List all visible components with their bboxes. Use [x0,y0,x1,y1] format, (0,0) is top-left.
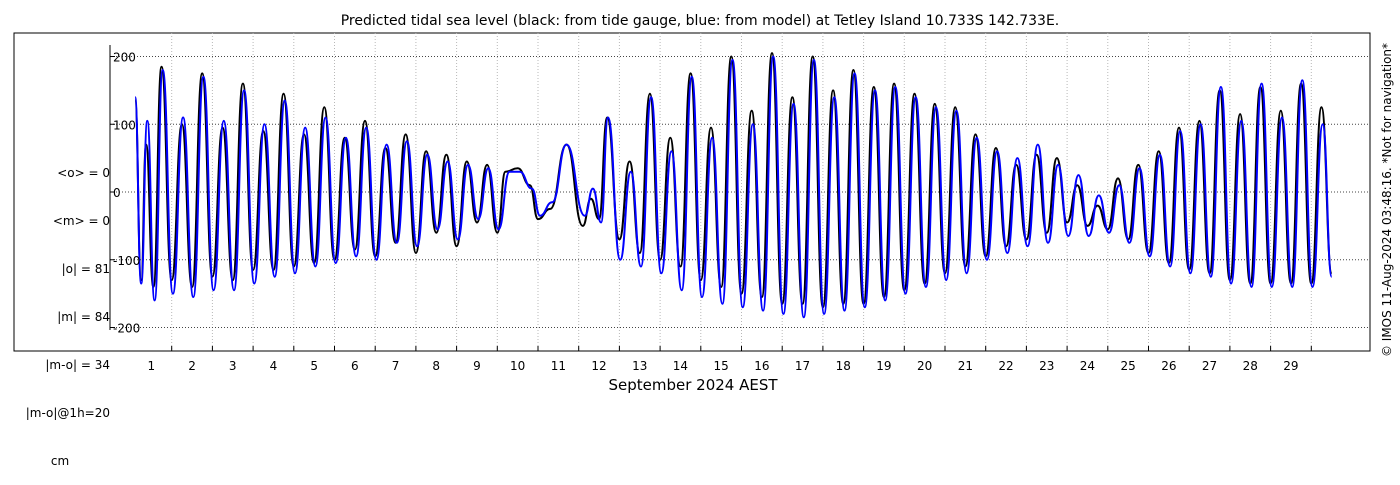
stat-mean-observed: <o> = 0 [57,166,110,180]
x-tick-label: 24 [1080,359,1095,373]
x-tick-label: 13 [632,359,647,373]
y-tick-label: 100 [113,118,136,132]
x-tick-label: 1 [148,359,156,373]
series-line-from-model [134,55,1333,319]
x-tick-label: 26 [1161,359,1176,373]
x-tick-label: 9 [473,359,481,373]
x-tick-label: 17 [795,359,810,373]
x-axis-label: September 2024 AEST [608,376,778,394]
x-tick-label: 27 [1202,359,1217,373]
x-tick-label: 19 [876,359,891,373]
stats-panel: <o> = 0 <m> = 0 |o| = 81 |m| = 84 |m-o| … [10,133,110,485]
x-tick-label: 7 [392,359,400,373]
chart-title: Predicted tidal sea level (black: from t… [341,13,1060,29]
x-tick-label: 14 [673,359,688,373]
stat-abs-diff-1h: |m-o|@1h=20 [25,406,110,420]
x-tick-label: 20 [917,359,932,373]
x-tick-label: 16 [754,359,769,373]
x-tick-label: 10 [510,359,525,373]
y-ticks: -200 -100 0 100 200 [110,51,140,336]
x-tick-label: 5 [310,359,318,373]
series-lines [134,52,1333,319]
x-tick-label: 11 [551,359,566,373]
x-tick-label: 8 [432,359,440,373]
x-tick-label: 3 [229,359,237,373]
x-tick-label: 29 [1283,359,1298,373]
x-tick-label: 2 [188,359,196,373]
x-tick-label: 25 [1121,359,1136,373]
x-tick-label: 12 [591,359,606,373]
grid [110,33,1370,351]
x-tick-label: 22 [998,359,1013,373]
x-ticks: 1 2 3 4 5 6 7 8 9 10 11 12 13 14 15 16 17 18 19 20 21 22 23 24 2… [148,346,1312,373]
y-tick-label: -100 [113,254,140,268]
x-tick-label: 21 [958,359,973,373]
y-tick-label: -200 [113,322,140,336]
stat-mean-model: <m> = 0 [52,214,110,228]
copyright-watermark: © IMOS 11-Aug-2024 03:48:16. *Not for na… [1380,43,1394,357]
stat-abs-diff: |m-o| = 34 [45,358,110,372]
x-tick-label: 15 [714,359,729,373]
stat-unit: cm [50,454,70,468]
x-tick-label: 4 [270,359,278,373]
x-tick-label: 18 [836,359,851,373]
y-tick-label: 0 [113,186,121,200]
y-tick-label: 200 [113,51,136,65]
x-tick-label: 28 [1243,359,1258,373]
stat-abs-observed: |o| = 81 [61,262,110,276]
stat-abs-model: |m| = 84 [57,310,110,324]
x-tick-label: 23 [1039,359,1054,373]
x-tick-label: 6 [351,359,359,373]
